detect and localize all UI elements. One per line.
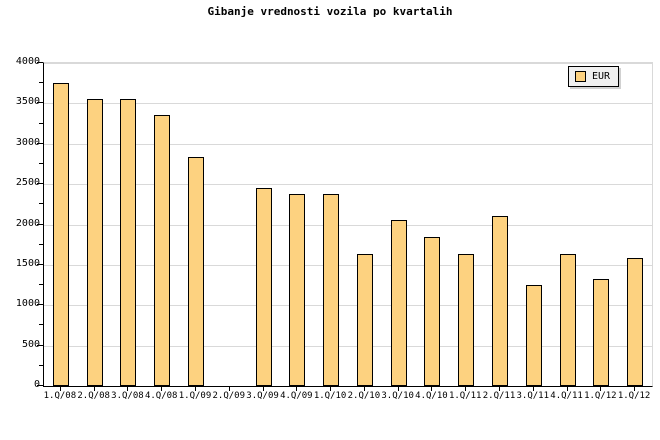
bar[interactable] [424, 237, 441, 386]
bar[interactable] [356, 253, 373, 386]
x-tick [566, 386, 568, 391]
y-tick-label: 2500 [15, 177, 40, 189]
x-tick-label: 1.Q/12 [617, 391, 651, 401]
x-tick-label: 3.Q/09 [246, 391, 279, 401]
bar[interactable] [627, 258, 644, 386]
bar[interactable] [120, 98, 137, 386]
bar[interactable] [390, 220, 407, 386]
x-tick [465, 386, 467, 391]
x-tick-label: 3.Q/08 [111, 391, 144, 401]
x-tick [228, 386, 230, 391]
legend-swatch-eur [575, 71, 586, 82]
bar[interactable] [289, 193, 306, 386]
y-tick-major [37, 344, 43, 346]
x-tick [330, 386, 332, 391]
chart-title: Gibanje vrednosti vozila po kvartalih [207, 5, 453, 18]
x-axis: 1.Q/08 2.Q/08 3.Q/08 4.Q/08 1.Q/09 2.Q/09 3.Q/… [43, 390, 651, 406]
bar[interactable] [525, 285, 542, 386]
y-tick-major [37, 263, 43, 265]
legend: EUR [568, 66, 620, 87]
y-tick-minor [39, 162, 43, 164]
y-tick-major [37, 183, 43, 185]
y-tick-label: 4000 [15, 56, 40, 67]
x-tick-label: 2.Q/08 [77, 391, 110, 401]
y-tick-minor [39, 122, 43, 124]
y-tick-label: 500 [21, 338, 40, 350]
bar[interactable] [559, 253, 576, 386]
x-tick-label: 4.Q/10 [415, 391, 448, 401]
y-tick-major [37, 142, 43, 144]
bar[interactable] [188, 157, 204, 386]
bar[interactable] [52, 83, 69, 386]
x-tick [397, 386, 399, 391]
x-tick-label: 1.Q/11 [448, 391, 482, 401]
bars-layer [44, 63, 652, 386]
y-tick-label: 1500 [15, 257, 40, 269]
x-tick-label: 4.Q/08 [144, 391, 178, 401]
y-tick-label: 0 [0, 380, 40, 390]
x-tick-label: 2.Q/10 [347, 391, 381, 401]
y-tick-major [37, 62, 43, 63]
x-tick-label: 1.Q/12 [584, 391, 617, 401]
x-tick [600, 386, 602, 391]
bar[interactable] [458, 253, 475, 386]
y-tick-label: 3000 [15, 136, 40, 148]
bar[interactable] [255, 188, 272, 386]
x-tick [499, 386, 500, 391]
y-tick-label: 2000 [15, 217, 40, 229]
x-tick-label: 1.Q/08 [43, 391, 77, 401]
x-tick-label: 4.Q/11 [550, 391, 583, 401]
x-tick [634, 386, 636, 391]
y-tick-label: 1000 [15, 298, 40, 310]
y-tick-minor [39, 243, 43, 245]
x-tick [161, 386, 163, 391]
bar[interactable] [593, 278, 610, 386]
y-tick-major [37, 304, 43, 306]
bar[interactable] [86, 98, 103, 386]
x-tick [296, 386, 298, 391]
x-tick [195, 386, 196, 391]
x-tick [431, 386, 433, 391]
x-tick-label: 3.Q/11 [516, 391, 550, 401]
bar[interactable] [492, 215, 508, 386]
x-tick [59, 386, 61, 391]
y-tick-major [37, 102, 43, 104]
legend-label-eur: EUR [592, 71, 611, 82]
x-tick-label: 4.Q/09 [280, 391, 313, 401]
x-axis-ticks [43, 386, 651, 392]
x-tick [532, 386, 534, 391]
y-tick-minor [39, 203, 43, 205]
y-axis-ticks [37, 62, 43, 386]
y-tick-minor [39, 284, 43, 286]
y-tick-minor [39, 82, 43, 84]
x-tick [127, 386, 129, 391]
x-tick-label: 1.Q/09 [178, 391, 212, 401]
plot-area [43, 62, 653, 387]
x-tick-label: 2.Q/09 [212, 391, 246, 401]
y-tick-minor [39, 324, 43, 326]
y-tick-minor [39, 364, 43, 366]
x-tick-label: 3.Q/10 [381, 391, 414, 401]
x-tick [93, 386, 95, 391]
y-tick-major [37, 223, 43, 225]
y-axis: 0 500 1000 1500 2000 2500 3000 3500 4000 [0, 0, 40, 440]
y-tick-major [37, 385, 43, 386]
x-tick-label: 1.Q/10 [313, 391, 347, 401]
y-tick-label: 3500 [15, 96, 40, 108]
x-tick [262, 386, 264, 391]
x-tick-label: 2.Q/11 [482, 391, 516, 401]
bar[interactable] [323, 193, 340, 386]
x-tick [363, 386, 365, 391]
bar[interactable] [154, 114, 171, 386]
